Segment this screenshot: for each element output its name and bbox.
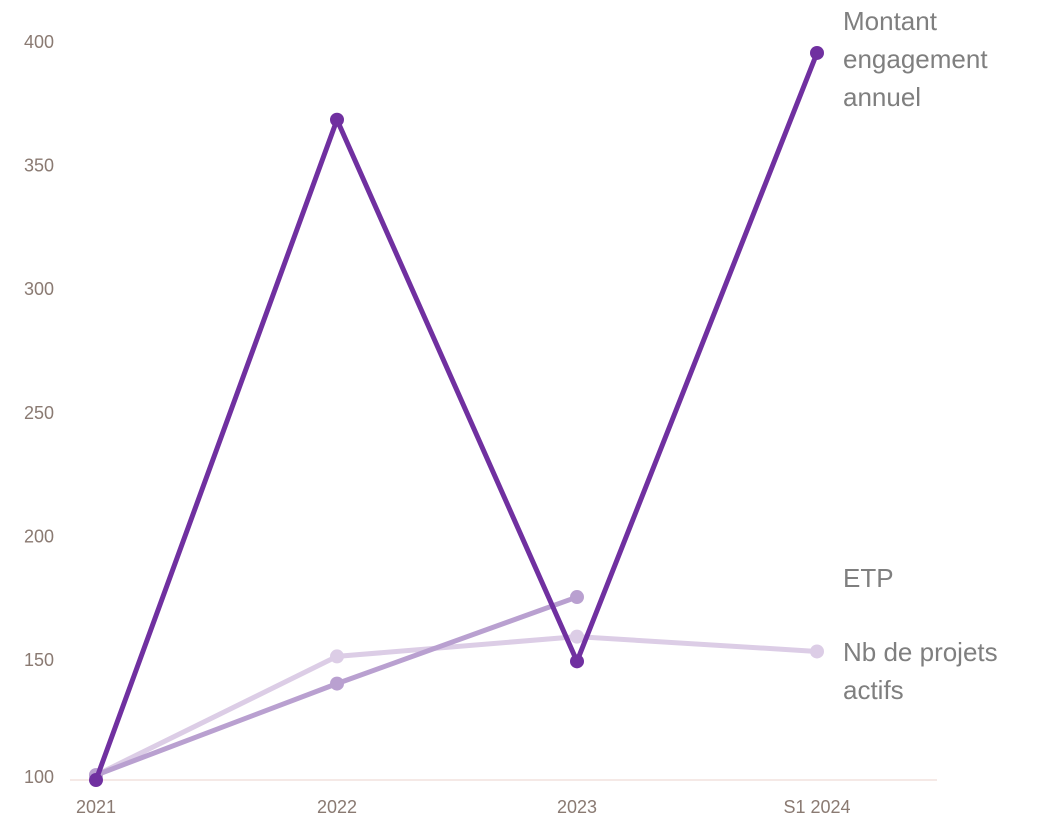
y-tick-label: 350 — [24, 155, 54, 175]
data-point — [810, 45, 824, 60]
y-tick-label: 100 — [24, 767, 54, 787]
series-label: Montant engagement annuel — [843, 6, 988, 112]
y-tick-label: 200 — [24, 526, 54, 546]
x-tick-label: S1 2024 — [783, 797, 850, 817]
series-label: ETP — [843, 563, 894, 593]
data-point — [570, 654, 584, 669]
series-label: Nb de projets actifs — [843, 637, 998, 705]
y-tick-label: 400 — [24, 32, 54, 52]
data-point — [570, 629, 584, 644]
data-point — [570, 590, 584, 605]
y-tick-label: 150 — [24, 650, 54, 670]
data-point — [330, 112, 344, 127]
x-tick-label: 2023 — [557, 797, 597, 817]
data-point — [330, 649, 344, 664]
data-point — [330, 676, 344, 691]
x-tick-label: 2022 — [317, 797, 357, 817]
series-line — [93, 52, 820, 781]
x-tick-label: 2021 — [76, 797, 116, 817]
y-tick-label: 300 — [24, 279, 54, 299]
series-line — [94, 634, 818, 778]
data-point — [89, 773, 103, 788]
data-point — [810, 644, 824, 659]
y-tick-label: 250 — [24, 403, 54, 423]
